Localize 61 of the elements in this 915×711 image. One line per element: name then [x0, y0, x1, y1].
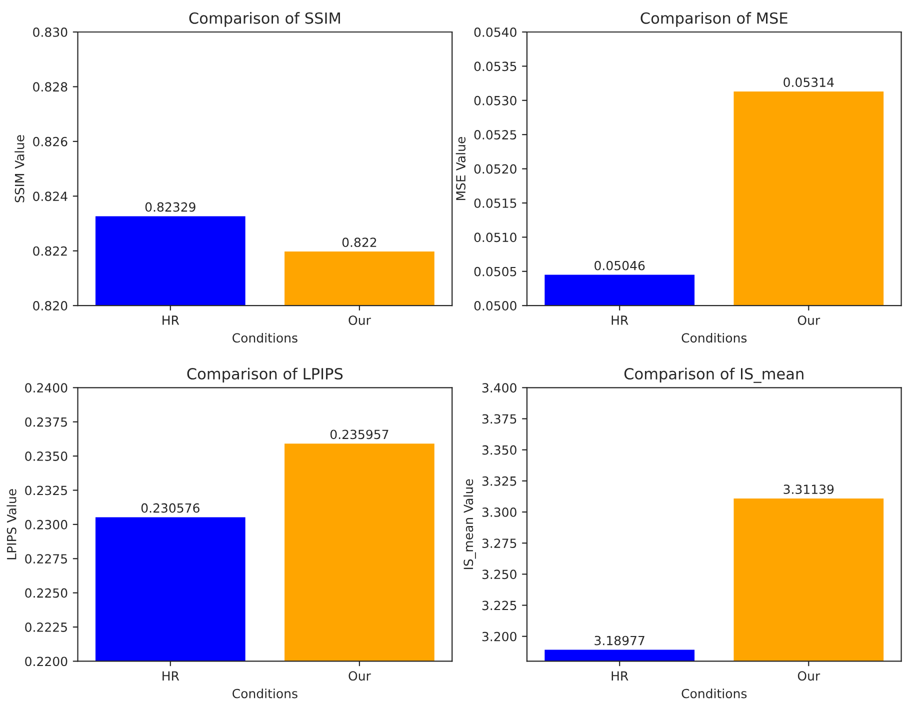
- y-tick-label: 0.2200: [25, 656, 68, 666]
- data-label: 0.05314: [784, 78, 834, 88]
- data-label: 0.05046: [594, 260, 645, 270]
- x-axis-title: Conditions: [232, 332, 298, 343]
- y-tick-label: 3.200: [482, 632, 516, 642]
- y-tick-label: 0.0510: [474, 232, 516, 242]
- x-axis-title: Conditions: [232, 688, 298, 698]
- data-label: 3.18977: [594, 636, 644, 646]
- y-tick-label: 3.400: [482, 383, 516, 393]
- y-tick-label: 0.2325: [25, 486, 67, 496]
- x-axis-title: Conditions: [682, 332, 747, 343]
- y-axis-title: SSIM Value: [14, 135, 24, 202]
- y-tick-label: 0.826: [33, 136, 68, 146]
- data-label: 0.235957: [330, 430, 388, 440]
- chart-title: Comparison of MSE: [640, 12, 788, 27]
- data-label: 0.82329: [145, 202, 196, 212]
- y-tick-label: 0.0520: [474, 164, 516, 174]
- y-tick-label: 0.0500: [474, 301, 516, 310]
- data-label: 0.230576: [141, 503, 200, 513]
- y-axis-title: LPIPS Value: [6, 489, 16, 560]
- x-tick-label: HR: [612, 316, 628, 325]
- y-axis-title: MSE Value: [456, 136, 466, 200]
- data-label: 3.31139: [784, 484, 834, 494]
- y-tick-label: 3.225: [482, 600, 516, 610]
- y-tick-label: 0.822: [33, 246, 67, 256]
- x-axis-title: Conditions: [682, 688, 747, 698]
- y-tick-label: 0.830: [33, 27, 68, 37]
- x-tick-label: Our: [348, 316, 371, 325]
- y-tick-label: 0.0515: [474, 198, 516, 208]
- x-tick-label: HR: [162, 316, 180, 325]
- data-label: 0.822: [342, 238, 376, 248]
- x-tick-label: Our: [348, 671, 371, 681]
- x-tick-label: Our: [798, 671, 820, 681]
- y-tick-label: 3.300: [482, 507, 516, 517]
- x-tick-label: HR: [612, 671, 628, 680]
- y-tick-label: 3.350: [482, 445, 516, 455]
- y-tick-label: 0.2350: [25, 452, 68, 461]
- chart-title: Comparison of IS_mean: [624, 368, 804, 383]
- y-tick-label: 0.0530: [474, 96, 516, 106]
- y-tick-label: 0.824: [33, 192, 68, 202]
- y-tick-label: 0.0525: [474, 130, 516, 140]
- y-axis-title: IS_mean Value: [463, 479, 476, 570]
- y-tick-label: 3.275: [482, 538, 516, 548]
- y-tick-label: 0.2250: [25, 588, 68, 598]
- y-tick-label: 3.250: [482, 570, 516, 580]
- y-tick-label: 0.2275: [25, 554, 67, 564]
- y-tick-label: 3.325: [482, 476, 516, 486]
- y-tick-label: 0.820: [33, 301, 68, 310]
- y-tick-label: 0.0535: [474, 62, 516, 72]
- x-tick-label: HR: [162, 671, 180, 680]
- y-tick-label: 0.828: [33, 82, 68, 92]
- chart-title: Comparison of LPIPS: [187, 368, 343, 382]
- y-tick-label: 3.375: [482, 414, 516, 424]
- y-tick-label: 0.0540: [474, 27, 516, 37]
- x-tick-label: Our: [798, 316, 820, 325]
- y-tick-label: 0.2400: [25, 383, 68, 393]
- y-tick-label: 0.2375: [25, 417, 67, 427]
- y-tick-label: 0.2225: [25, 622, 67, 632]
- y-tick-label: 0.0505: [474, 266, 516, 276]
- y-tick-label: 0.2300: [25, 520, 68, 530]
- chart-title: Comparison of SSIM: [189, 12, 340, 27]
